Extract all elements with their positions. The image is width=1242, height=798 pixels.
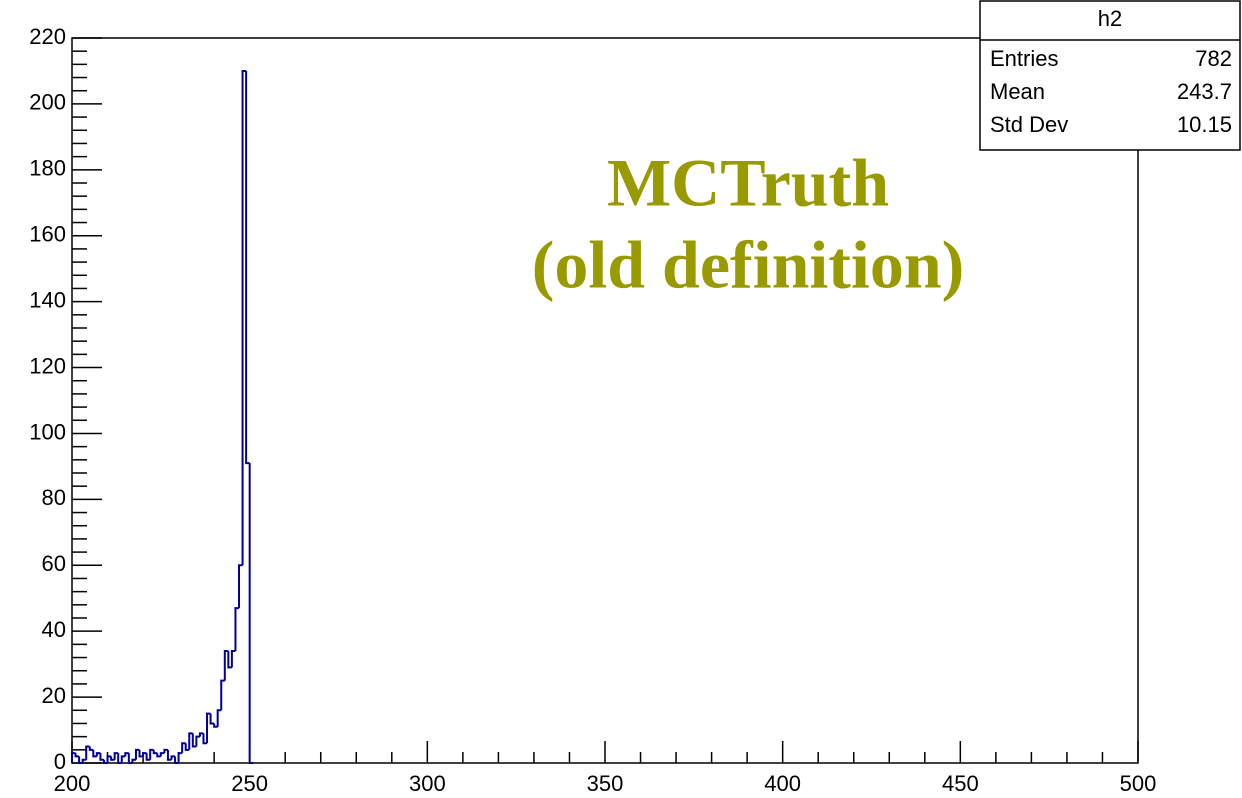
stats-title: h2 <box>1098 6 1122 31</box>
histogram-bin <box>113 752 119 760</box>
histogram-bin <box>145 753 151 761</box>
histogram-bin <box>110 756 115 761</box>
histogram-bin <box>159 752 165 757</box>
stats-label: Entries <box>990 46 1058 71</box>
histogram-bin <box>127 753 133 764</box>
histogram-bin <box>177 752 183 763</box>
y-tick-label: 60 <box>42 551 66 576</box>
histogram-bin <box>78 756 83 764</box>
histogram-bin <box>106 755 112 763</box>
histogram-bin <box>227 650 232 669</box>
stats-value: 10.15 <box>1177 112 1232 137</box>
histogram-bin <box>216 709 222 727</box>
histogram-bin <box>99 753 104 761</box>
histogram-bin <box>102 759 108 764</box>
stats-value: 243.7 <box>1177 79 1232 104</box>
stats-label: Std Dev <box>990 112 1068 137</box>
histogram-bin <box>85 745 90 760</box>
histogram-bin <box>166 749 172 761</box>
histogram-bin <box>92 749 97 758</box>
x-tick-label: 450 <box>942 771 979 796</box>
histogram-bin <box>241 69 247 566</box>
histogram-bin <box>209 713 215 725</box>
histogram-bin <box>206 712 211 744</box>
histogram-bin <box>88 746 94 751</box>
histogram-bin <box>195 735 200 747</box>
histogram-bin <box>188 732 193 750</box>
histogram-bin <box>213 723 218 728</box>
y-tick-label: 120 <box>29 353 66 378</box>
histogram-bin <box>170 755 176 760</box>
histogram-bin <box>71 752 76 763</box>
histogram-bin <box>202 733 208 745</box>
histogram-bin <box>191 733 197 748</box>
histogram-bin <box>181 742 186 754</box>
histogram-bin <box>234 607 240 651</box>
y-tick-label: 140 <box>29 287 66 312</box>
y-tick-label: 200 <box>29 90 66 115</box>
annotation: (old definition) <box>532 227 965 303</box>
histogram-bin <box>131 758 136 763</box>
x-tick-label: 400 <box>764 771 801 796</box>
histogram-bin <box>149 748 154 760</box>
y-tick-label: 80 <box>42 485 66 510</box>
histogram-bin <box>223 649 229 681</box>
stats-label: Mean <box>990 79 1045 104</box>
histogram-bin <box>95 752 101 757</box>
histogram-bin <box>248 463 254 764</box>
stats-value: 782 <box>1195 46 1232 71</box>
histogram-bin <box>230 649 236 668</box>
x-tick-label: 350 <box>587 771 624 796</box>
x-tick-label: 300 <box>409 771 446 796</box>
histogram-bin <box>117 753 122 764</box>
histogram-bin <box>238 564 243 609</box>
x-tick-label: 250 <box>231 771 268 796</box>
histogram-bin <box>245 70 250 465</box>
y-tick-label: 220 <box>29 24 66 49</box>
histogram-bin <box>124 752 129 757</box>
histogram-bin <box>120 755 126 763</box>
y-tick-label: 40 <box>42 617 66 642</box>
histogram-bin <box>74 753 80 758</box>
histogram-bin <box>198 732 204 737</box>
histogram-bin <box>156 753 161 758</box>
histogram-bin <box>138 749 144 758</box>
y-tick-label: 160 <box>29 222 66 247</box>
histogram-bin <box>142 752 147 757</box>
x-tick-label: 200 <box>54 771 91 796</box>
histogram-bin <box>174 756 179 764</box>
stats-frame <box>979 0 1241 151</box>
y-tick-label: 20 <box>42 683 66 708</box>
y-tick-label: 180 <box>29 156 66 181</box>
histogram-bin <box>81 758 87 763</box>
histogram-bin <box>184 743 190 751</box>
histogram-bin <box>220 679 225 711</box>
histogram-bin <box>134 748 140 760</box>
stats-box: h2 <box>979 0 1241 151</box>
histogram-bin <box>163 748 168 754</box>
y-tick-label: 0 <box>54 749 66 774</box>
annotation: MCTruth <box>607 145 889 221</box>
histogram-bin <box>152 749 158 755</box>
x-tick-label: 500 <box>1120 771 1157 796</box>
y-tick-label: 100 <box>29 419 66 444</box>
